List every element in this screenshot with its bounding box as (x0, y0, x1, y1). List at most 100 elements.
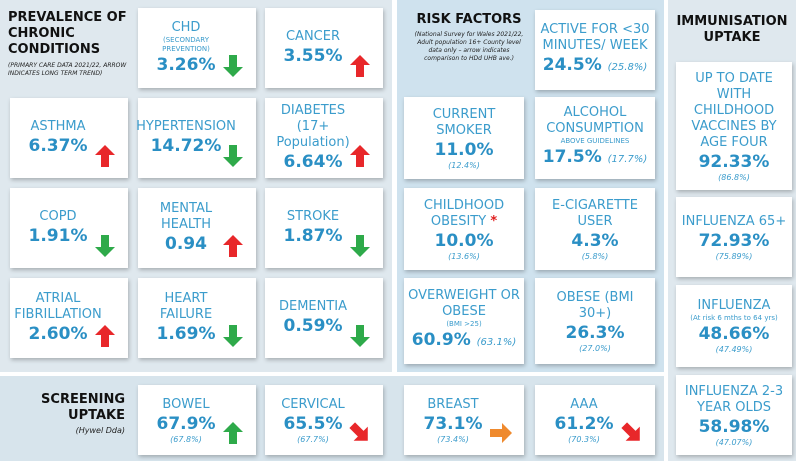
comparison: (27.0%) (579, 343, 611, 353)
card-label: UP TO DATE WITH CHILDHOOD VACCINES BY AG… (680, 71, 788, 151)
card-label: HEART FAILURE (142, 291, 230, 323)
card-label: CERVICAL (281, 397, 345, 413)
label: ACTIVE FOR <30 MINUTES/ WEEK (540, 21, 650, 53)
value: 10.0% (434, 230, 494, 251)
card-label: BREAST (427, 397, 478, 413)
card-label: INFLUENZA (698, 298, 771, 314)
label: INFLUENZA (697, 298, 771, 313)
card: BOWEL 67.9% (67.8%) (138, 385, 256, 455)
comparison: (63.1%) (476, 337, 517, 348)
card: MENTAL HEALTH 0.94 (138, 188, 256, 268)
card: E-CIGARETTE USER 4.3% (5.8%) (535, 188, 655, 270)
value: 73.1% (423, 413, 483, 434)
card-value: 2.60% (29, 323, 88, 345)
card-value: 73.1% (424, 413, 483, 435)
value: 24.5% (542, 54, 602, 75)
label: BREAST (427, 396, 479, 412)
card-sublabel: (SECONDARY PREVENTION) (162, 36, 210, 53)
card-sublabel: (BMI >25) (446, 320, 482, 328)
comparison: (17.7%) (607, 154, 648, 165)
label: COPD (39, 209, 77, 224)
card-value: 6.37% (29, 135, 88, 157)
note: (Hywel Dda) (75, 426, 125, 435)
card: CHILDHOOD OBESITY * 10.0% (13.6%) (404, 188, 524, 270)
card-label: CURRENT SMOKER (408, 107, 520, 139)
card-value: 61.2% (555, 413, 614, 435)
title: IMMUNISATION UPTAKE (676, 14, 788, 45)
card-label: ATRIAL FIBRILLATION (14, 291, 102, 323)
label: DEMENTIA (278, 299, 348, 314)
label: ALCOHOL CONSUMPTION (546, 105, 644, 136)
comparison: (75.89%) (715, 251, 753, 261)
value: 3.55% (283, 46, 343, 66)
card: STROKE 1.87% (265, 188, 383, 268)
trend-arrow (95, 145, 115, 167)
card: ASTHMA 6.37% (10, 98, 128, 178)
card-label: INFLUENZA 65+ (682, 214, 786, 230)
card-label: OBESE (BMI 30+) (539, 290, 651, 322)
card-value: 24.5% (25.8%) (543, 54, 647, 79)
value: 1.87% (283, 226, 343, 246)
card: OBESE (BMI 30+) 26.3% (27.0%) (535, 278, 655, 364)
card-value: 0.59% (284, 315, 343, 337)
value: 26.3% (565, 322, 625, 343)
value: 65.5% (283, 413, 343, 434)
comparison: (70.3%) (568, 434, 600, 444)
card-value: 26.3% (566, 322, 625, 344)
label: CHILDHOOD OBESITY (423, 197, 505, 229)
card-value: 6.64% (284, 151, 343, 173)
label: OBESE (BMI 30+) (556, 289, 634, 321)
label: CANCER (285, 29, 341, 44)
card-value: 1.87% (284, 225, 343, 247)
trend-arrow (350, 325, 370, 347)
card-value: 10.0% (435, 230, 494, 252)
label: DIABETES (17+ Population) (276, 103, 350, 150)
label: BOWEL (162, 396, 210, 412)
card: DIABETES (17+ Population) 6.64% (265, 98, 383, 178)
card: CERVICAL 65.5% (67.7%) (265, 385, 383, 455)
card-label: ACTIVE FOR <30 MINUTES/ WEEK (539, 22, 651, 54)
value: 3.26% (156, 55, 216, 75)
comparison: (12.4%) (448, 160, 480, 170)
screening-header: SCREENING UPTAKE (Hywel Dda) (10, 392, 125, 435)
card-value: 17.5% (17.7%) (543, 146, 647, 171)
card-value: 1.91% (29, 225, 88, 247)
value: 48.66% (698, 324, 770, 344)
card: HEART FAILURE 1.69% (138, 278, 256, 358)
card: CHD (SECONDARY PREVENTION) 3.26% (138, 8, 256, 88)
card-value: 65.5% (284, 413, 343, 435)
card-label: CHILDHOOD OBESITY * (408, 198, 520, 230)
label: HEART FAILURE (159, 291, 213, 322)
card-value: 3.26% (157, 54, 216, 76)
trend-arrow (621, 422, 640, 441)
card-label: CANCER (286, 29, 340, 45)
trend-arrow (95, 235, 115, 257)
trend-arrow (95, 325, 115, 347)
trend-arrow (350, 235, 370, 257)
value: 67.9% (156, 413, 216, 434)
card: ATRIAL FIBRILLATION 2.60% (10, 278, 128, 358)
label: INFLUENZA 2-3 YEAR OLDS (684, 383, 784, 415)
card-label: STROKE (287, 209, 339, 225)
card-label: CHD (172, 20, 201, 36)
card: HYPERTENSION 14.72% (136, 98, 256, 178)
asterisk: * (490, 213, 498, 229)
card: ACTIVE FOR <30 MINUTES/ WEEK 24.5% (25.8%… (535, 10, 655, 90)
immunisation-header: IMMUNISATION UPTAKE (672, 14, 792, 46)
value: 0.94 (165, 234, 207, 254)
label: CURRENT SMOKER (432, 106, 496, 138)
card-label: BOWEL (162, 397, 209, 413)
card-label: DIABETES (17+ Population) (269, 103, 357, 151)
card-value: 11.0% (435, 139, 494, 161)
value: 72.93% (698, 230, 770, 251)
value: 60.9% (411, 330, 471, 350)
value: 6.64% (283, 152, 343, 172)
card-value: 58.98% (699, 416, 770, 438)
value: 92.33% (698, 151, 770, 172)
card-value: 4.3% (571, 230, 618, 252)
label: INFLUENZA 65+ (681, 213, 787, 229)
card-value: 1.69% (157, 323, 216, 345)
value: 0.59% (283, 316, 343, 336)
label: CERVICAL (281, 396, 345, 412)
